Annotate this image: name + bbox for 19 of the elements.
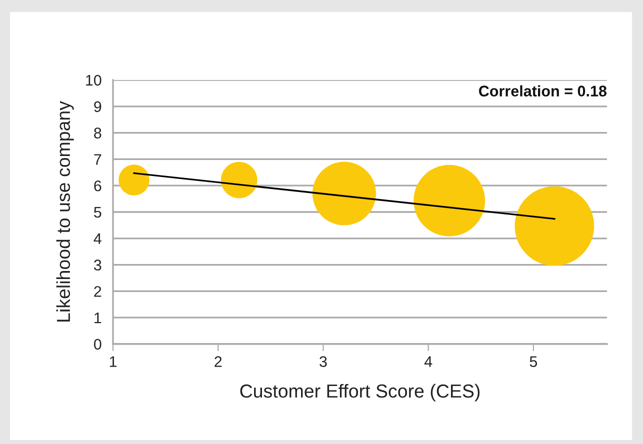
annotation: Correlation = 0.18 (478, 85, 607, 96)
x-axis-title: Customer Effort Score (CES) (240, 384, 480, 402)
x-tick-label: 5 (530, 356, 538, 368)
y-tick-label: 9 (94, 101, 102, 112)
y-tick-label: 1 (94, 312, 102, 324)
x-tick-label: 4 (424, 356, 432, 367)
y-tick-label: 0 (94, 338, 102, 350)
y-tick-label: 4 (94, 233, 102, 244)
y-axis-title: Likelihood to use company (56, 101, 74, 322)
y-tick-label: 3 (94, 260, 102, 270)
y-tick-label: 10 (86, 74, 102, 86)
x-tick-label: 3 (320, 356, 327, 368)
y-tick-label: 2 (94, 286, 102, 297)
y-tick-label: 7 (94, 154, 102, 165)
x-tick-label: 2 (214, 356, 222, 367)
y-tick-label: 6 (94, 180, 102, 192)
y-tick-label: 5 (94, 207, 102, 218)
y-tick-label: 8 (94, 128, 102, 138)
x-tick-label: 1 (110, 356, 117, 367)
